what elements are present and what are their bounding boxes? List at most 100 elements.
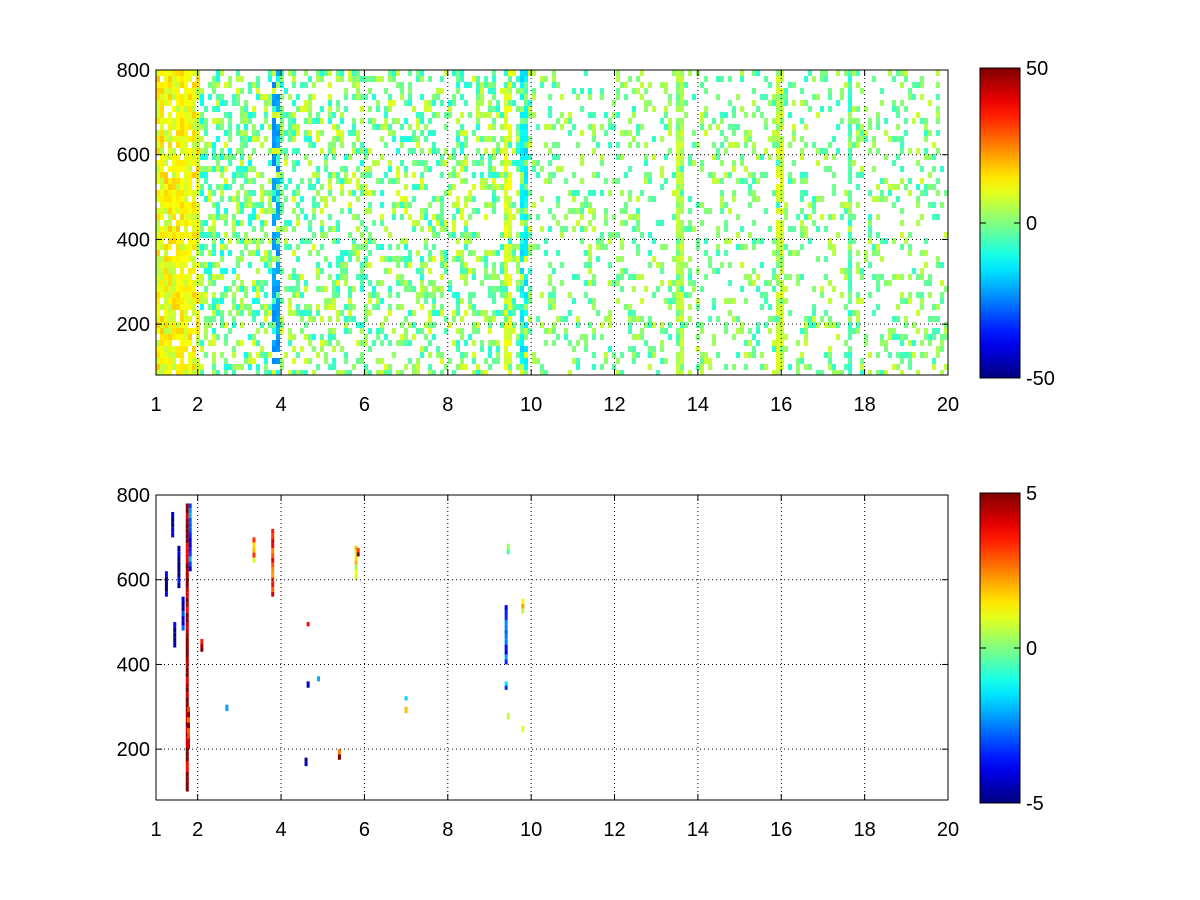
heatmap-cell <box>412 226 416 232</box>
heatmap-cell <box>176 226 180 232</box>
heatmap-cell <box>512 256 516 262</box>
heatmap-cell <box>720 262 724 268</box>
heatmap-cell <box>676 202 680 208</box>
heatmap-cell <box>424 166 428 172</box>
heatmap-cell <box>680 340 684 346</box>
heatmap-cell <box>344 154 348 160</box>
heatmap-cell <box>676 226 680 232</box>
heatmap-cell <box>700 112 704 118</box>
heatmap-cell <box>296 148 300 154</box>
heatmap-cell <box>764 280 768 286</box>
heatmap-cell <box>428 268 432 274</box>
heatmap-cell <box>296 190 300 196</box>
heatmap-cell <box>608 262 612 268</box>
heatmap-cell <box>604 352 608 358</box>
heatmap-cell <box>848 202 852 208</box>
heatmap-cell <box>444 220 448 226</box>
heatmap-cell <box>212 334 216 340</box>
heatmap-cell <box>180 76 184 82</box>
heatmap-cell <box>612 214 616 220</box>
heatmap-cell <box>604 178 608 184</box>
heatmap-cell <box>448 286 452 292</box>
heatmap-cell <box>680 232 684 238</box>
heatmap-cell <box>656 262 660 268</box>
heatmap-cell <box>348 76 352 82</box>
heatmap-cell <box>540 166 544 172</box>
heatmap-cell <box>168 112 172 118</box>
heatmap-cell <box>516 124 520 130</box>
heatmap-cell <box>176 286 180 292</box>
heatmap-cell <box>748 202 752 208</box>
heatmap-cell <box>268 370 272 375</box>
heatmap-cell <box>328 334 332 340</box>
heatmap-cell <box>676 172 680 178</box>
heatmap-cell <box>676 76 680 82</box>
heatmap-cell <box>492 124 496 130</box>
heatmap-cell <box>288 124 292 130</box>
heatmap-cell <box>932 202 936 208</box>
heatmap-cell <box>180 130 184 136</box>
heatmap-cell <box>720 76 724 82</box>
heatmap-cell <box>812 322 816 328</box>
heatmap-cell <box>876 184 880 190</box>
heatmap-cell <box>440 358 444 364</box>
heatmap-cell <box>212 226 216 232</box>
heatmap-cell <box>248 250 252 256</box>
heatmap-cell <box>676 292 680 298</box>
heatmap-cell <box>664 178 668 184</box>
heatmap-cell <box>624 208 628 214</box>
heatmap-cell <box>824 76 828 82</box>
heatmap-cell <box>688 304 692 310</box>
heatmap-cell <box>636 76 640 82</box>
heatmap-cell <box>420 346 424 352</box>
heatmap-cell <box>932 142 936 148</box>
heatmap-cell <box>532 166 536 172</box>
heatmap-cell <box>492 316 496 322</box>
heatmap-cell <box>184 304 188 310</box>
heatmap-cell <box>732 130 736 136</box>
heatmap-cell <box>916 160 920 166</box>
heatmap-cell <box>516 142 520 148</box>
heatmap-cell <box>900 136 904 142</box>
heatmap-cell <box>292 82 296 88</box>
heatmap-cell <box>636 130 640 136</box>
y-tick-label: 200 <box>117 739 150 761</box>
heatmap-cell <box>196 202 200 208</box>
heatmap-cell <box>460 358 464 364</box>
heatmap-cell <box>352 148 356 154</box>
heatmap-cell <box>196 226 200 232</box>
heatmap-cell <box>332 298 336 304</box>
heatmap-cell <box>184 202 188 208</box>
heatmap-cell <box>680 358 684 364</box>
heatmap-cell <box>656 220 660 226</box>
heatmap-cell <box>772 238 776 244</box>
heatmap-cell <box>576 208 580 214</box>
heatmap-cell <box>820 292 824 298</box>
heatmap-cell <box>328 226 332 232</box>
heatmap-cell <box>532 244 536 250</box>
heatmap-cell <box>768 304 772 310</box>
heatmap-cell <box>628 322 632 328</box>
heatmap-cell <box>248 136 252 142</box>
heatmap-cell <box>412 220 416 226</box>
heatmap-cell <box>436 112 440 118</box>
heatmap-cell <box>576 364 580 370</box>
heatmap-cell <box>172 262 176 268</box>
heatmap-cell <box>512 100 516 106</box>
heatmap-cell <box>492 76 496 82</box>
heatmap-cell <box>844 274 848 280</box>
heatmap-cell <box>220 322 224 328</box>
heatmap-cell <box>836 322 840 328</box>
heatmap-cell <box>236 148 240 154</box>
heatmap-cell <box>177 572 181 578</box>
heatmap-cell <box>180 82 184 88</box>
bottom-axes-box <box>155 494 949 801</box>
x-tick-label: 2 <box>192 819 203 841</box>
heatmap-cell <box>520 166 524 172</box>
heatmap-cell <box>356 148 360 154</box>
heatmap-cell <box>572 274 576 280</box>
heatmap-cell <box>776 94 780 100</box>
heatmap-cell <box>668 334 672 340</box>
heatmap-cell <box>164 346 168 352</box>
heatmap-cell <box>516 286 520 292</box>
